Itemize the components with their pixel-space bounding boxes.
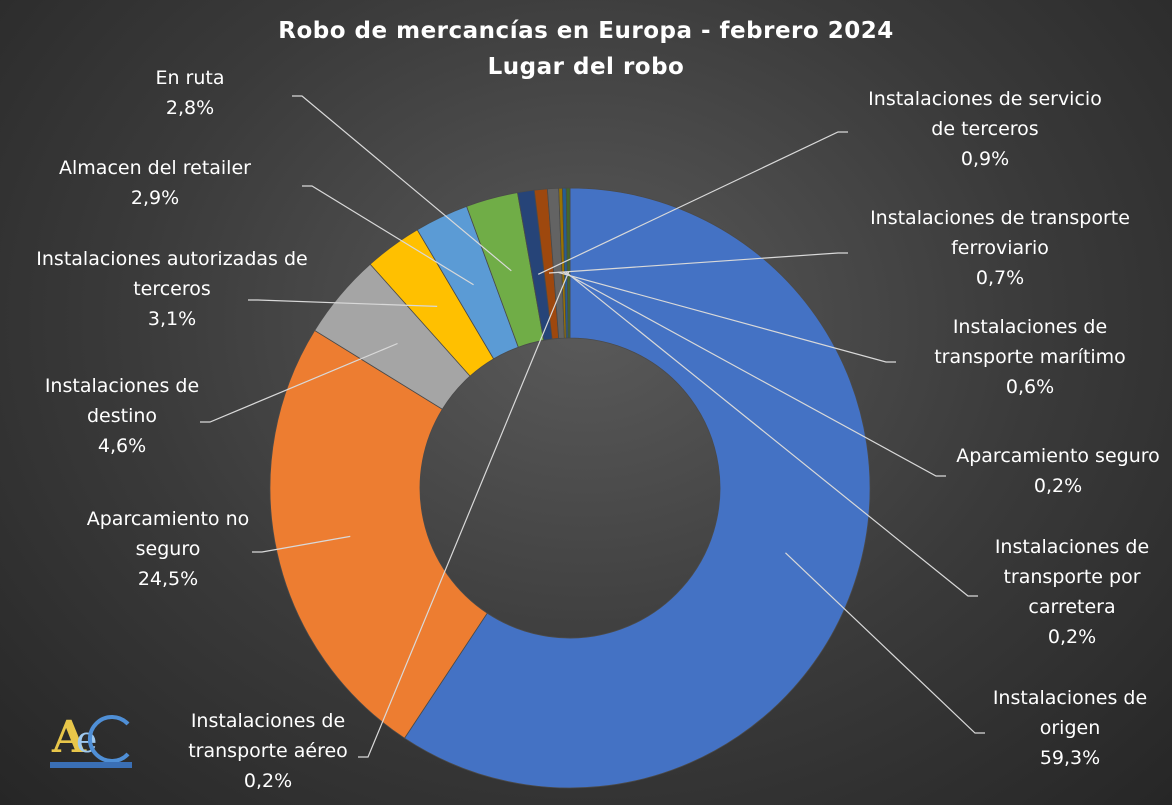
data-label-name: Instalaciones de servicio [868,88,1102,110]
data-label-instalaciones-de-transporte-ferroviario: Instalaciones de transporte ferroviario 0,… [870,207,1130,289]
data-label-name: transporte aéreo [188,740,348,762]
data-label-value: 3,1% [148,308,196,330]
data-label-value: 2,9% [131,187,179,209]
data-label-name: Instalaciones de [993,687,1147,709]
leader-line-en-ruta [292,95,512,272]
chart-title: Robo de mercancías en Europa - febrero 2… [278,18,894,44]
data-label-value: 0,7% [976,267,1024,289]
leader-line-instalaciones-de-transporte-por-carretera [565,271,978,597]
data-label-name: terceros [133,278,211,300]
data-label-value: 0,6% [1006,376,1054,398]
slice-instalaciones-de-origen [403,187,871,789]
logo-letter-a: A [51,712,87,763]
data-label-almacen-del-retailer: Almacen del retailer 2,9% [59,157,251,209]
data-label-name: Aparcamiento seguro [956,445,1160,467]
data-label-name: carretera [1028,596,1115,618]
aec-logo: A e [50,712,132,768]
leader-line-instalaciones-de-origen [785,552,985,734]
data-label-name: ferroviario [951,237,1049,259]
leader-line-instalaciones-autorizadas-de-terceros [248,299,438,307]
data-label-name: Instalaciones de [191,710,345,732]
logo-bar [50,762,132,768]
data-label-name: Instalaciones de [45,375,199,397]
data-label-instalaciones-de-transporte-maritimo: Instalaciones de transporte marítimo 0,6% [934,316,1126,398]
data-label-instalaciones-de-origen: Instalaciones de origen 59,3% [993,687,1147,769]
data-label-value: 24,5% [138,568,198,590]
data-label-name: Almacen del retailer [59,157,251,179]
leader-lines-group [200,95,985,758]
leader-line-aparcamiento-no-seguro [252,535,351,553]
data-label-name: de terceros [931,118,1038,140]
data-label-value: 2,8% [166,97,214,119]
leader-line-almacen-del-retailer [302,185,474,286]
data-label-instalaciones-de-transporte-por-carretera: Instalaciones de transporte por carretera 0… [995,536,1149,648]
data-label-name: Instalaciones de [995,536,1149,558]
data-label-instalaciones-de-transporte-aereo: Instalaciones de transporte aéreo 0,2% [188,710,348,792]
data-label-name: Instalaciones de transporte [870,207,1130,229]
leader-line-instalaciones-de-transporte-ferroviario [548,252,848,274]
labels-group: Instalaciones de origen 59,3% Aparcamiento … [36,67,1159,792]
data-label-name: En ruta [155,67,224,89]
data-label-instalaciones-de-destino: Instalaciones de destino 4,6% [45,375,199,457]
data-label-name: transporte por [1003,566,1140,588]
data-label-value: 0,2% [244,770,292,792]
data-label-value: 0,2% [1034,475,1082,497]
data-label-value: 0,9% [961,148,1009,170]
data-label-name: transporte marítimo [934,346,1126,368]
data-label-name: seguro [136,538,201,560]
data-label-value: 0,2% [1048,626,1096,648]
data-label-name: Instalaciones de [953,316,1107,338]
data-label-name: destino [87,405,157,427]
slice-instalaciones-de-transporte-aereo [565,187,571,339]
leader-line-instalaciones-de-transporte-maritimo [557,271,896,363]
data-label-value: 4,6% [98,435,146,457]
data-label-value: 59,3% [1040,747,1100,769]
data-label-aparcamiento-seguro: Aparcamiento seguro 0,2% [956,445,1160,497]
data-label-aparcamiento-no-seguro: Aparcamiento no seguro 24,5% [87,508,249,590]
leader-line-instalaciones-de-transporte-aereo [358,271,570,758]
slice-aparcamiento-no-seguro [269,329,488,739]
data-label-instalaciones-autorizadas-de-terceros: Instalaciones autorizadas de terceros 3,1% [36,248,307,330]
leader-line-aparcamiento-seguro [562,271,946,477]
logo-letter-c [87,715,130,763]
leader-line-instalaciones-de-destino [200,342,398,423]
chart-subtitle: Lugar del robo [487,54,685,80]
slices-group [269,187,871,789]
data-label-name: Aparcamiento no [87,508,249,530]
leader-line-instalaciones-de-servicio-de-terceros [537,131,848,275]
data-label-en-ruta: En ruta 2,8% [155,67,224,119]
data-label-instalaciones-de-servicio-de-terceros: Instalaciones de servicio de terceros 0,9% [868,88,1102,170]
data-label-name: Instalaciones autorizadas de [36,248,307,270]
data-label-name: origen [1040,717,1101,739]
